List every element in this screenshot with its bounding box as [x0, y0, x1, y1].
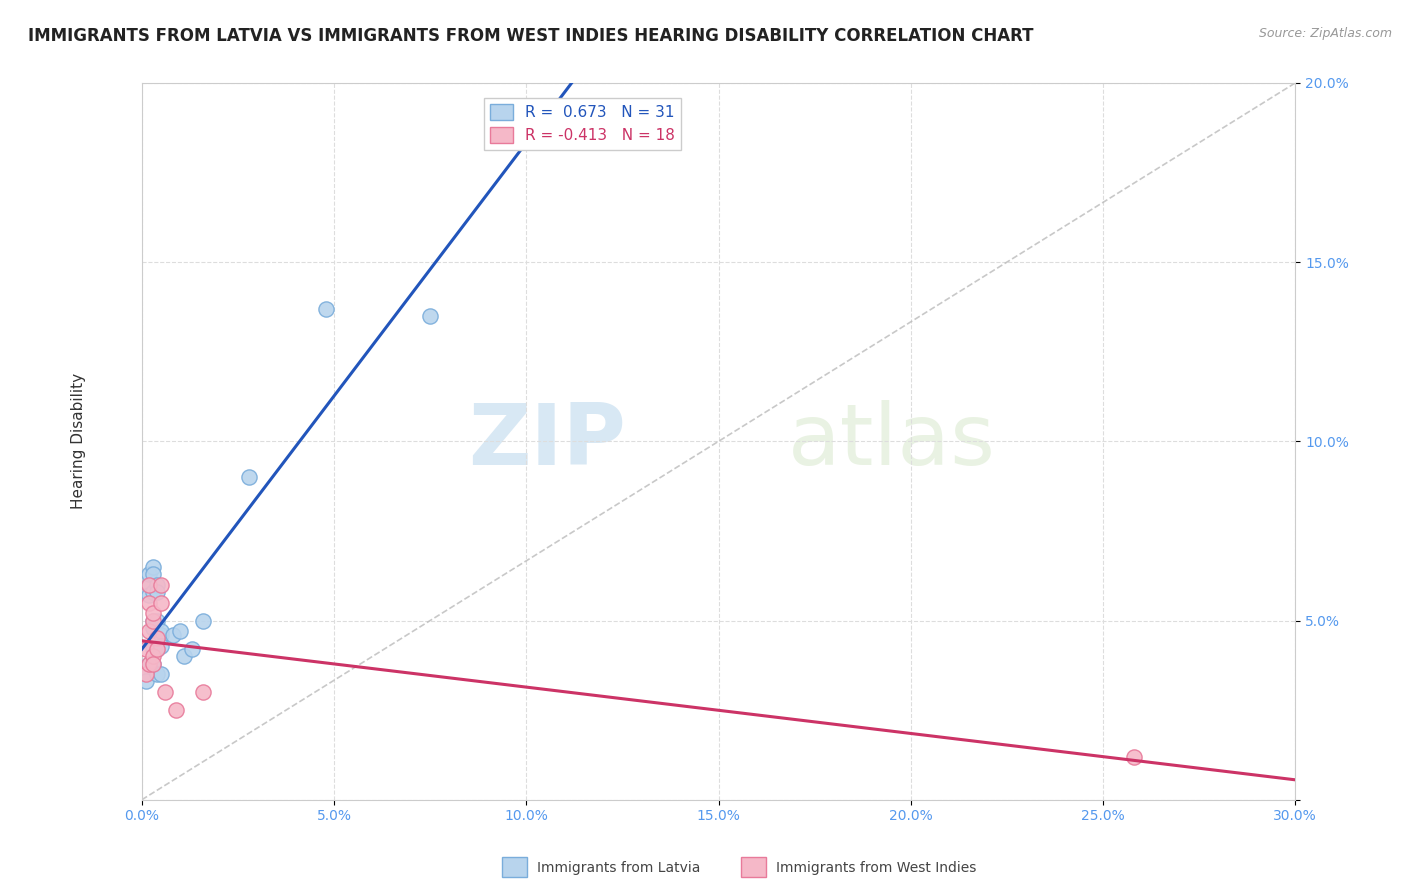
Point — [142, 559, 165, 574]
Point — [150, 639, 173, 653]
Point — [146, 667, 169, 681]
Point — [146, 585, 169, 599]
Point — [173, 649, 195, 664]
Point — [153, 685, 176, 699]
Point — [138, 657, 160, 671]
Text: atlas: atlas — [787, 400, 995, 483]
Point — [146, 642, 169, 657]
Point — [162, 628, 184, 642]
Y-axis label: Hearing Disability: Hearing Disability — [72, 373, 86, 509]
Point — [135, 674, 157, 689]
Point — [146, 614, 169, 628]
Point — [169, 624, 191, 639]
Point — [138, 578, 160, 592]
Point — [150, 628, 173, 642]
Point — [142, 657, 165, 671]
Point — [142, 621, 165, 635]
Point — [150, 596, 173, 610]
Text: ZIP: ZIP — [468, 400, 626, 483]
Point — [193, 614, 215, 628]
Point — [142, 614, 165, 628]
Point — [138, 589, 160, 603]
Point — [142, 649, 165, 664]
Point — [135, 664, 157, 678]
Point — [146, 632, 169, 646]
Point — [142, 614, 165, 628]
Point — [142, 607, 165, 621]
Legend: R =  0.673   N = 31, R = -0.413   N = 18: R = 0.673 N = 31, R = -0.413 N = 18 — [484, 98, 681, 150]
Point — [138, 578, 160, 592]
Text: Source: ZipAtlas.com: Source: ZipAtlas.com — [1258, 27, 1392, 40]
Point — [142, 566, 165, 581]
Point — [142, 585, 165, 599]
Point — [165, 703, 187, 717]
Point — [193, 685, 215, 699]
Point — [135, 667, 157, 681]
Text: IMMIGRANTS FROM LATVIA VS IMMIGRANTS FROM WEST INDIES HEARING DISABILITY CORRELA: IMMIGRANTS FROM LATVIA VS IMMIGRANTS FRO… — [28, 27, 1033, 45]
Point — [150, 578, 173, 592]
Point — [150, 624, 173, 639]
Point — [315, 301, 337, 316]
Point — [138, 624, 160, 639]
Point — [138, 596, 160, 610]
Text: Immigrants from Latvia: Immigrants from Latvia — [537, 861, 700, 875]
Point — [138, 566, 160, 581]
Point — [146, 642, 169, 657]
Point — [180, 642, 202, 657]
Point — [515, 129, 537, 144]
Point — [142, 657, 165, 671]
Point — [419, 309, 441, 323]
Point — [142, 642, 165, 657]
Text: Immigrants from West Indies: Immigrants from West Indies — [776, 861, 977, 875]
Point — [238, 470, 260, 484]
Point — [1122, 749, 1144, 764]
Point — [150, 667, 173, 681]
Point — [146, 578, 169, 592]
Point — [138, 657, 160, 671]
Point — [135, 642, 157, 657]
